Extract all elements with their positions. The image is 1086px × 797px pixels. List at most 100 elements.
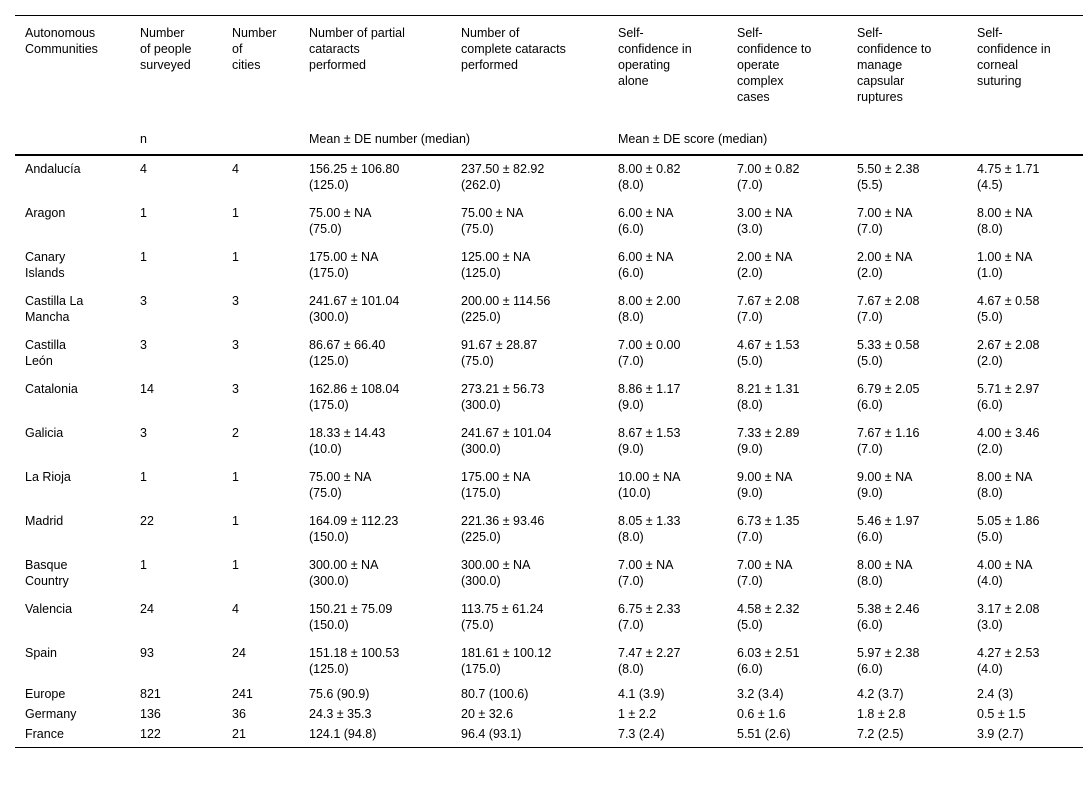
value-cell: 7.3 (2.4) (618, 724, 737, 748)
community-cell: Germany (25, 707, 77, 721)
table-row: Castilla La Mancha 3 3 241.67 ± 101.04 (300… (15, 288, 1083, 332)
community-cell: Aragon (25, 206, 66, 220)
value-cell: 1 (140, 470, 147, 484)
value-cell: 1.00 ± NA (1.0) (977, 250, 1033, 280)
value-cell: 8.00 ± 2.00 (8.0) (618, 294, 681, 324)
community-cell: Basque Country (25, 558, 69, 588)
value-cell: 96.4 (93.1) (461, 724, 618, 748)
value-cell: 125.00 ± NA (125.0) (461, 250, 531, 280)
value-cell: 156.25 ± 106.80 (125.0) (309, 162, 400, 192)
column-header-people-surveyed: Number of people surveyed (140, 15, 232, 105)
value-cell: 5.50 ± 2.38 (5.5) (857, 162, 920, 192)
table-row: Madrid 22 1 164.09 ± 112.23 (150.0) 221.36 ±… (15, 508, 1083, 552)
community-cell: Valencia (25, 602, 73, 616)
page: Autonomous Communities Number of people … (0, 15, 1086, 797)
table-row: Basque Country 1 1 300.00 ± NA (300.0) 300.0… (15, 552, 1083, 596)
value-cell: 4 (140, 162, 147, 176)
value-cell: 3 (232, 294, 239, 308)
community-cell: Madrid (25, 514, 64, 528)
value-cell: 4.67 ± 1.53 (5.0) (737, 338, 800, 368)
value-cell: 7.00 ± 0.00 (7.0) (618, 338, 681, 368)
table-row: La Rioja 1 1 75.00 ± NA (75.0) 175.00 ± NA (… (15, 464, 1083, 508)
value-cell: 14 (140, 382, 154, 396)
subheader-mean-number: Mean ± DE number (median) (309, 105, 618, 156)
value-cell: 91.67 ± 28.87 (75.0) (461, 338, 538, 368)
table-row: Valencia 24 4 150.21 ± 75.09 (150.0) 113.75 … (15, 596, 1083, 640)
value-cell: 7.67 ± 1.16 (7.0) (857, 426, 920, 456)
value-cell: 7.2 (2.5) (857, 724, 977, 748)
value-cell: 1 (140, 206, 147, 220)
community-cell: Castilla La Mancha (25, 294, 84, 324)
value-cell: 6.79 ± 2.05 (6.0) (857, 382, 920, 412)
value-cell: 36 (232, 707, 246, 721)
value-cell: 8.67 ± 1.53 (9.0) (618, 426, 681, 456)
value-cell: 4.2 (3.7) (857, 687, 904, 701)
value-cell: 6.00 ± NA (6.0) (618, 206, 674, 236)
subheader-mean-score: Mean ± DE score (median) (618, 105, 1083, 156)
community-cell: Europe (25, 687, 66, 701)
value-cell: 4 (232, 162, 239, 176)
value-cell: 5.38 ± 2.46 (6.0) (857, 602, 920, 632)
value-cell: 7.67 ± 2.08 (7.0) (737, 294, 800, 324)
value-cell: 5.46 ± 1.97 (6.0) (857, 514, 920, 544)
value-cell: 113.75 ± 61.24 (75.0) (461, 602, 544, 632)
value-cell: 6.75 ± 2.33 (7.0) (618, 602, 681, 632)
value-cell: 86.67 ± 66.40 (125.0) (309, 338, 386, 368)
value-cell: 200.00 ± 114.56 (225.0) (461, 294, 551, 324)
column-header-complete-cataracts: Number of complete cataracts performed (461, 15, 618, 105)
column-header-confidence-suturing: Self- confidence in corneal suturing (977, 15, 1083, 105)
value-cell: 24 (140, 602, 154, 616)
value-cell: 1 (140, 558, 147, 572)
value-cell: 1 (232, 206, 239, 220)
value-cell: 8.00 ± NA (8.0) (857, 558, 913, 588)
table-row: Castilla León 3 3 86.67 ± 66.40 (125.0) 91.6… (15, 332, 1083, 376)
value-cell: 18.33 ± 14.43 (10.0) (309, 426, 386, 456)
value-cell: 3 (140, 426, 147, 440)
value-cell: 300.00 ± NA (300.0) (461, 558, 531, 588)
column-header-confidence-ruptures: Self- confidence to manage capsular rupt… (857, 15, 977, 105)
value-cell: 4.1 (3.9) (618, 687, 665, 701)
value-cell: 5.33 ± 0.58 (5.0) (857, 338, 920, 368)
value-cell: 8.00 ± NA (8.0) (977, 206, 1033, 236)
value-cell: 821 (140, 687, 161, 701)
value-cell: 7.67 ± 2.08 (7.0) (857, 294, 920, 324)
community-cell: Andalucía (25, 162, 81, 176)
column-header-partial-cataracts: Number of partial cataracts performed (309, 15, 461, 105)
table-row: Galicia 3 2 18.33 ± 14.43 (10.0) 241.67 ± 10… (15, 420, 1083, 464)
column-header-confidence-complex: Self- confidence to operate complex case… (737, 15, 857, 105)
community-cell: Castilla León (25, 338, 66, 368)
value-cell: 162.86 ± 108.04 (175.0) (309, 382, 400, 412)
value-cell: 8.00 ± NA (8.0) (977, 470, 1033, 500)
value-cell: 5.71 ± 2.97 (6.0) (977, 382, 1040, 412)
value-cell: 175.00 ± NA (175.0) (461, 470, 531, 500)
value-cell: 2.4 (3) (977, 687, 1014, 701)
value-cell: 3.2 (3.4) (737, 687, 784, 701)
value-cell: 1 (232, 250, 239, 264)
value-cell: 241.67 ± 101.04 (300.0) (461, 426, 552, 456)
table-body: Andalucía 4 4 156.25 ± 106.80 (125.0) 237.50… (15, 155, 1083, 748)
value-cell: 4.00 ± 3.46 (2.0) (977, 426, 1040, 456)
value-cell: 164.09 ± 112.23 (150.0) (309, 514, 399, 544)
results-table: Autonomous Communities Number of people … (15, 15, 1083, 748)
value-cell: 6.73 ± 1.35 (7.0) (737, 514, 800, 544)
value-cell: 0.5 ± 1.5 (977, 707, 1026, 721)
value-cell: 24.3 ± 35.3 (309, 707, 372, 721)
value-cell: 1 (232, 470, 239, 484)
value-cell: 4.75 ± 1.71 (4.5) (977, 162, 1040, 192)
value-cell: 3 (232, 338, 239, 352)
value-cell: 80.7 (100.6) (461, 687, 529, 701)
value-cell: 8.05 ± 1.33 (8.0) (618, 514, 681, 544)
community-cell: France (15, 724, 140, 748)
community-cell: Spain (25, 646, 57, 660)
community-cell: Canary Islands (25, 250, 66, 280)
value-cell: 6.03 ± 2.51 (6.0) (737, 646, 800, 676)
value-cell: 4.27 ± 2.53 (4.0) (977, 646, 1040, 676)
value-cell: 5.51 (2.6) (737, 724, 857, 748)
table-row: France 122 21 124.1 (94.8) 96.4 (93.1) 7.3 (2… (15, 724, 1083, 748)
value-cell: 9.00 ± NA (9.0) (857, 470, 913, 500)
value-cell: 1 ± 2.2 (618, 707, 657, 721)
value-cell: 7.47 ± 2.27 (8.0) (618, 646, 681, 676)
table-row: Canary Islands 1 1 175.00 ± NA (175.0) 125.0… (15, 244, 1083, 288)
value-cell: 75.00 ± NA (75.0) (309, 470, 372, 500)
value-cell: 1 (232, 514, 239, 528)
